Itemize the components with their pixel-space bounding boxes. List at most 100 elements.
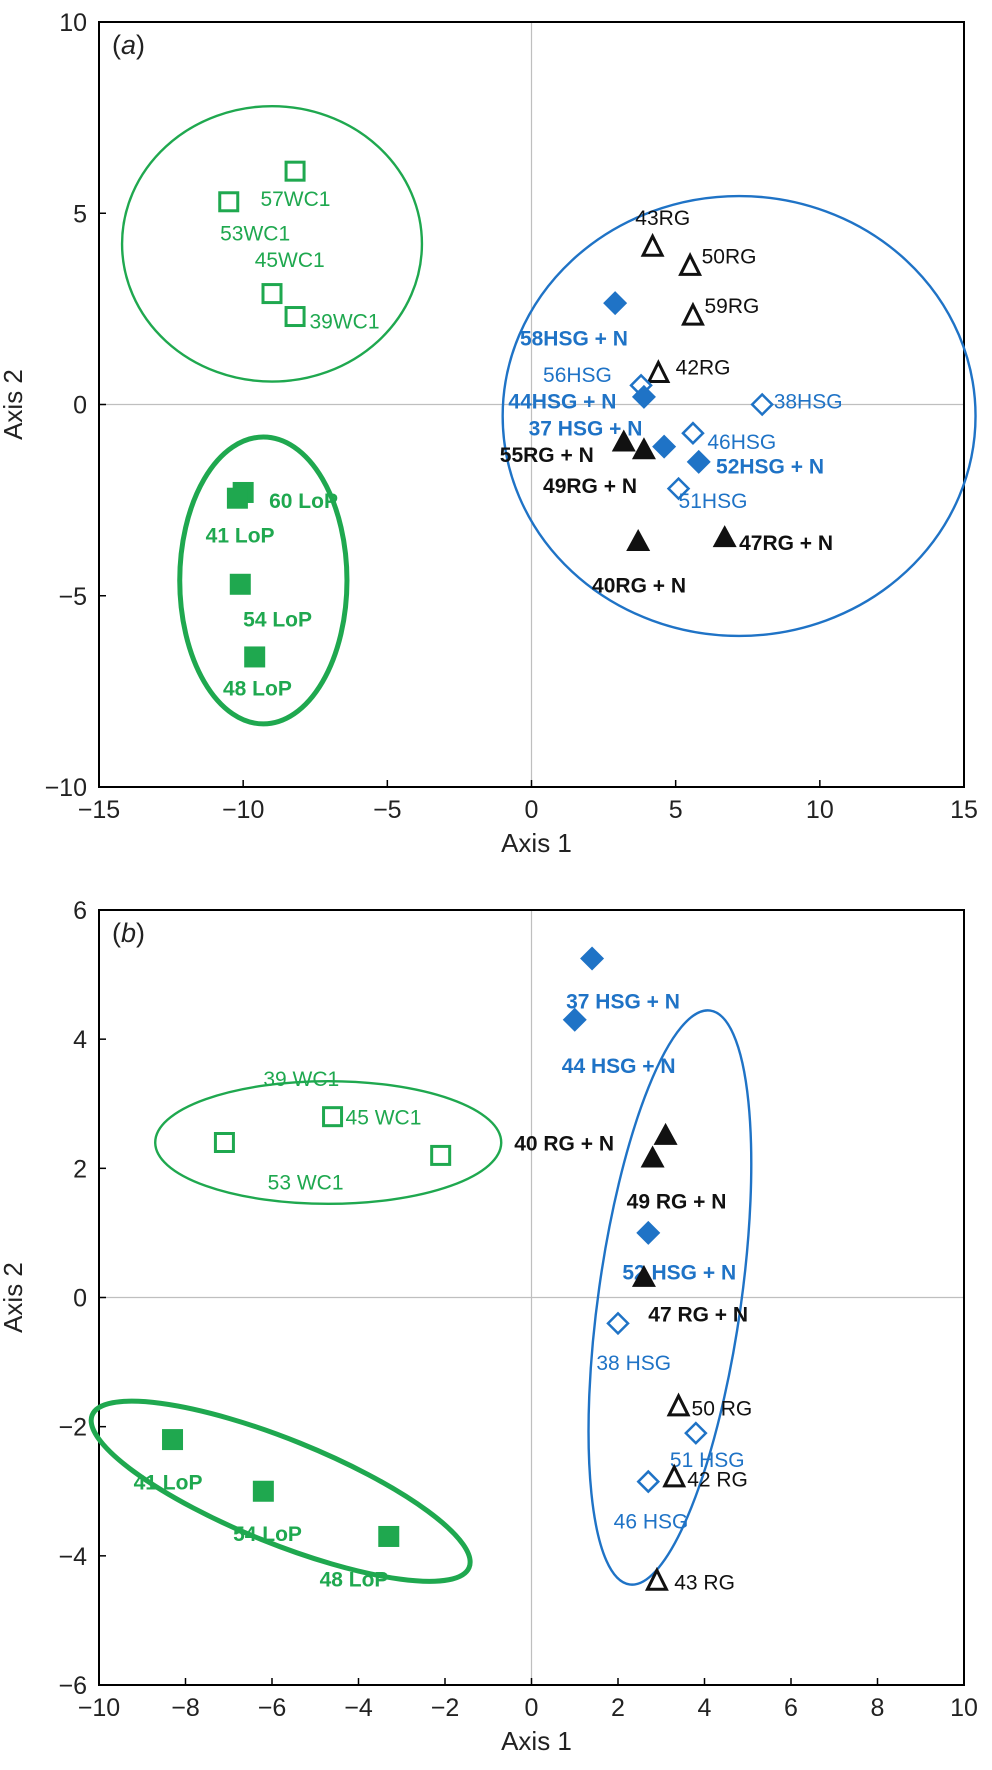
x-tick-label: 4 — [698, 1694, 712, 1722]
point-label: 42RG — [676, 356, 731, 379]
point-marker-square — [322, 1106, 344, 1128]
point-marker-diamond — [636, 1220, 661, 1245]
y-tick-label: −4 — [58, 1543, 87, 1571]
point-label: 44HSG + N — [508, 391, 616, 414]
point-label: 60 LoP — [269, 490, 338, 513]
x-tick-label: −10 — [78, 1694, 120, 1722]
point-label: 42 RG — [687, 1468, 748, 1491]
point-marker-square — [244, 646, 266, 668]
panel-b: −10 −8 −6 −4 −2 0 2 4 6 8 10 −6 −4 −2 0 2 4 6 Axis 1 Axis 2… — [0, 897, 978, 1756]
panel-label: (a) — [112, 30, 145, 60]
x-tick-label: −10 — [222, 796, 264, 824]
point-label: 53 WC1 — [268, 1171, 344, 1194]
point-marker-triangle — [666, 1392, 691, 1417]
point-label: 47 RG + N — [648, 1304, 748, 1327]
point-label: 43RG — [635, 207, 690, 230]
point-label: 39 WC1 — [263, 1068, 339, 1091]
point-marker-square — [226, 487, 248, 509]
group-ellipse-blue-2 — [587, 1009, 753, 1586]
point-label: 46 HSG — [614, 1510, 689, 1533]
x-tick-label: 2 — [611, 1694, 625, 1722]
x-tick-label: 6 — [784, 1694, 798, 1722]
point-label: 55RG + N — [500, 444, 594, 467]
point-label: 38 HSG — [596, 1352, 671, 1375]
x-tick-label: −6 — [258, 1694, 287, 1722]
point-label: 49RG + N — [543, 475, 637, 498]
point-label: 49 RG + N — [627, 1191, 727, 1214]
point-marker-diamond — [684, 1421, 708, 1445]
point-label: 59RG — [705, 295, 760, 318]
point-marker-triangle — [640, 232, 665, 257]
point-marker-square — [218, 191, 240, 213]
group-ellipse-green-1 — [177, 434, 350, 727]
point-label: 53WC1 — [220, 222, 290, 245]
point-marker-diamond — [606, 1311, 630, 1336]
point-marker-diamond — [631, 384, 656, 409]
x-axis-title: Axis 1 — [501, 1726, 572, 1756]
x-tick-label: −8 — [171, 1694, 200, 1722]
point-label: 37 HSG + N — [566, 990, 680, 1013]
x-tick-label: 8 — [871, 1694, 885, 1722]
y-tick-label: 0 — [73, 392, 87, 420]
y-tick-label: −10 — [45, 774, 87, 802]
x-tick-label: 15 — [950, 796, 978, 824]
point-label: 46HSG — [707, 431, 776, 454]
point-label: 40 RG + N — [514, 1133, 614, 1156]
point-label: 38HSG — [774, 391, 843, 414]
point-label: 48 LoP — [320, 1568, 389, 1591]
point-marker-square — [284, 306, 306, 328]
x-tick-label: −5 — [373, 796, 402, 824]
y-tick-label: 10 — [59, 9, 87, 37]
y-tick-label: 4 — [73, 1026, 87, 1054]
point-label: 51 HSG — [670, 1449, 745, 1472]
x-tick-label: 0 — [525, 796, 539, 824]
point-label: 50RG — [702, 245, 757, 268]
y-tick-label: −5 — [58, 583, 87, 611]
point-marker-diamond — [666, 476, 691, 501]
point-label: 39WC1 — [309, 310, 379, 333]
point-label: 58HSG + N — [520, 328, 628, 351]
x-axis-title: Axis 1 — [501, 828, 572, 858]
point-marker-square — [252, 1480, 274, 1502]
y-tick-label: 5 — [73, 200, 87, 228]
point-marker-diamond — [681, 421, 705, 445]
y-axis-title: Axis 2 — [0, 1262, 28, 1333]
point-marker-square — [261, 283, 283, 305]
point-marker-triangle — [626, 529, 651, 551]
point-label: 45 WC1 — [346, 1107, 422, 1130]
y-tick-label: 0 — [73, 1285, 87, 1313]
point-marker-diamond — [580, 946, 605, 971]
y-tick-label: 6 — [73, 897, 87, 925]
point-label: 37 HSG + N — [529, 417, 643, 440]
point-marker-triangle — [640, 1145, 665, 1168]
point-marker-square — [162, 1429, 184, 1451]
point-marker-diamond — [652, 434, 677, 459]
point-label: 50 RG — [692, 1397, 753, 1420]
point-label: 44 HSG + N — [562, 1055, 676, 1078]
point-marker-diamond — [750, 392, 774, 417]
point-label: 56HSG — [543, 364, 612, 387]
point-marker-triangle — [653, 1122, 678, 1145]
point-marker-triangle — [712, 525, 737, 548]
y-axis-title: Axis 2 — [0, 369, 28, 440]
point-label: 47RG + N — [739, 532, 833, 555]
point-marker-diamond — [636, 1469, 661, 1494]
x-tick-label: 5 — [669, 796, 683, 824]
point-marker-square — [213, 1132, 235, 1153]
point-label: 54 LoP — [243, 609, 312, 632]
point-marker-diamond — [603, 291, 628, 316]
point-label: 48 LoP — [223, 678, 292, 701]
point-label: 43 RG — [674, 1572, 735, 1595]
point-label: 41 LoP — [206, 525, 275, 548]
point-label: 54 LoP — [233, 1523, 302, 1546]
point-marker-triangle — [631, 1264, 656, 1287]
y-tick-label: 2 — [73, 1155, 87, 1183]
point-marker-triangle — [644, 1566, 669, 1591]
x-tick-label: −15 — [78, 796, 120, 824]
x-tick-label: 0 — [525, 1694, 539, 1722]
group-ellipse-blue-2 — [501, 194, 977, 638]
x-tick-label: −4 — [344, 1694, 373, 1722]
point-label: 52HSG + N — [716, 456, 824, 479]
point-marker-triangle — [681, 301, 705, 326]
